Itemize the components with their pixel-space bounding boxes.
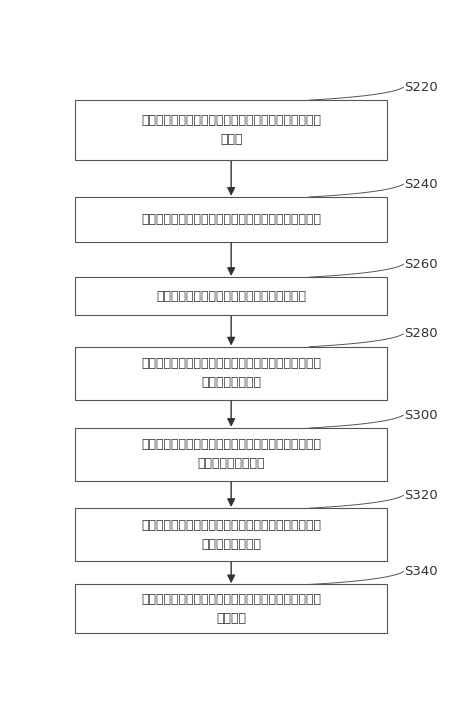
Text: 根据连续能量信号建立卡方分布的累积分布函数进行分
析，确定挑拣阈值: 根据连续能量信号建立卡方分布的累积分布函数进行分 析，确定挑拣阈值 <box>141 357 321 389</box>
Bar <box>75 100 387 161</box>
Bar <box>75 584 387 633</box>
Text: S280: S280 <box>404 328 438 341</box>
Text: 根据挑拣阈值对放电信号段进行分析，确定神经元放电
尖峰信号: 根据挑拣阈值对放电信号段进行分析，确定神经元放电 尖峰信号 <box>141 593 321 625</box>
Text: 通过挑拣阈值构建的初步峰值提取模型对能量峰值进行
筛选，获得初步峰值: 通过挑拣阈值构建的初步峰值提取模型对能量峰值进行 筛选，获得初步峰值 <box>141 438 321 471</box>
Text: S340: S340 <box>404 565 438 578</box>
Text: S240: S240 <box>404 178 438 191</box>
Bar <box>75 347 387 400</box>
Bar <box>75 428 387 481</box>
Bar <box>75 508 387 561</box>
Bar <box>75 277 387 315</box>
Text: 对待挑拣神经元放电信号进行预处理，获得连续滤波放
电信号: 对待挑拣神经元放电信号进行预处理，获得连续滤波放 电信号 <box>141 114 321 146</box>
Bar <box>75 197 387 241</box>
Text: 对连续滤波放电信号进行能量计算，获得连续能量信号: 对连续滤波放电信号进行能量计算，获得连续能量信号 <box>141 213 321 226</box>
Text: 根据初步峰值对连续滤波放电信号中的信号段进行提取
，获得放电信号段: 根据初步峰值对连续滤波放电信号中的信号段进行提取 ，获得放电信号段 <box>141 518 321 551</box>
Text: S260: S260 <box>404 258 438 271</box>
Text: 将连续能量信号进行峰值统计，确定能量峰值: 将连续能量信号进行峰值统计，确定能量峰值 <box>156 290 306 303</box>
Text: S220: S220 <box>404 81 438 94</box>
Text: S320: S320 <box>404 489 438 502</box>
Text: S300: S300 <box>404 408 438 422</box>
